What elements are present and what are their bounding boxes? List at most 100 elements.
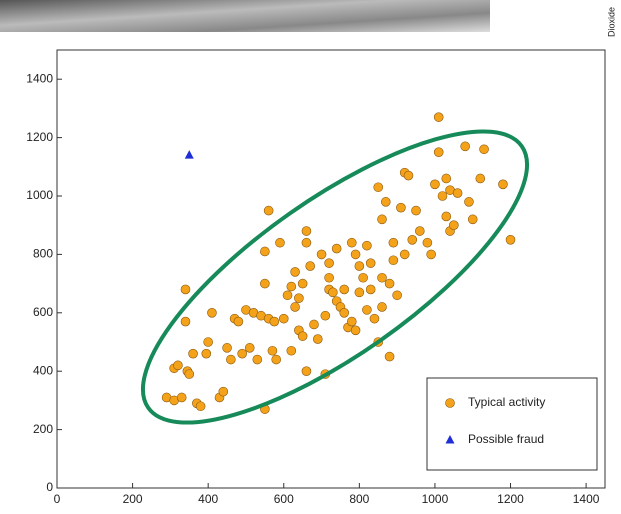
circle-marker <box>302 227 311 236</box>
circle-marker <box>317 250 326 259</box>
circle-marker <box>202 349 211 358</box>
circle-marker <box>389 238 398 247</box>
photo-strip <box>0 0 490 32</box>
circle-marker <box>291 267 300 276</box>
circle-marker <box>385 279 394 288</box>
circle-marker <box>234 317 243 326</box>
circle-marker <box>480 145 489 154</box>
circle-marker <box>370 314 379 323</box>
circle-marker <box>260 279 269 288</box>
x-tick-label: 800 <box>349 492 369 506</box>
circle-marker <box>177 393 186 402</box>
x-tick-label: 1000 <box>422 492 449 506</box>
circle-marker <box>427 250 436 259</box>
circle-marker <box>298 332 307 341</box>
triangle-marker <box>185 150 194 159</box>
circle-marker <box>412 206 421 215</box>
circle-marker <box>423 238 432 247</box>
circle-marker <box>446 399 455 408</box>
circle-marker <box>245 343 254 352</box>
circle-marker <box>476 174 485 183</box>
circle-marker <box>453 189 462 198</box>
circle-marker <box>434 113 443 122</box>
y-tick-label: 1000 <box>26 188 53 202</box>
circle-marker <box>321 311 330 320</box>
legend-label: Possible fraud <box>468 432 544 446</box>
circle-marker <box>468 215 477 224</box>
y-tick-label: 200 <box>33 422 53 436</box>
circle-marker <box>340 308 349 317</box>
y-tick-label: 1200 <box>26 130 53 144</box>
circle-marker <box>272 355 281 364</box>
circle-marker <box>449 221 458 230</box>
circle-marker <box>351 250 360 259</box>
circle-marker <box>396 203 405 212</box>
circle-marker <box>287 282 296 291</box>
circle-marker <box>298 279 307 288</box>
y-tick-label: 0 <box>46 480 53 494</box>
circle-marker <box>313 335 322 344</box>
circle-marker <box>189 349 198 358</box>
circle-marker <box>464 197 473 206</box>
circle-marker <box>442 174 451 183</box>
circle-marker <box>461 142 470 151</box>
circle-marker <box>355 288 364 297</box>
y-tick-label: 800 <box>33 247 53 261</box>
circle-marker <box>226 355 235 364</box>
circle-marker <box>238 349 247 358</box>
chart: Dioxide 02004006008001000120014000200400… <box>0 0 621 509</box>
circle-marker <box>279 314 288 323</box>
circle-marker <box>264 206 273 215</box>
x-tick-label: 1400 <box>573 492 600 506</box>
circle-marker <box>506 235 515 244</box>
circle-marker <box>309 320 318 329</box>
circle-marker <box>355 262 364 271</box>
circle-marker <box>404 171 413 180</box>
x-tick-label: 1200 <box>497 492 524 506</box>
circle-marker <box>351 326 360 335</box>
circle-marker <box>378 215 387 224</box>
circle-marker <box>173 361 182 370</box>
circle-marker <box>260 247 269 256</box>
circle-marker <box>442 212 451 221</box>
circle-marker <box>374 183 383 192</box>
circle-marker <box>434 148 443 157</box>
circle-marker <box>325 273 334 282</box>
x-tick-label: 400 <box>198 492 218 506</box>
y-tick-label: 1400 <box>26 71 53 85</box>
circle-marker <box>362 305 371 314</box>
circle-marker <box>332 244 341 253</box>
circle-marker <box>381 197 390 206</box>
circle-marker <box>268 346 277 355</box>
circle-marker <box>393 291 402 300</box>
circle-marker <box>219 387 228 396</box>
circle-marker <box>196 402 205 411</box>
circle-marker <box>347 317 356 326</box>
circle-marker <box>291 302 300 311</box>
circle-marker <box>328 288 337 297</box>
circle-marker <box>366 259 375 268</box>
y-tick-label: 400 <box>33 363 53 377</box>
circle-marker <box>253 355 262 364</box>
y-tick-label: 600 <box>33 305 53 319</box>
circle-marker <box>498 180 507 189</box>
legend <box>427 378 597 470</box>
circle-marker <box>378 302 387 311</box>
circle-marker <box>340 285 349 294</box>
circle-marker <box>294 294 303 303</box>
circle-marker <box>275 238 284 247</box>
circle-marker <box>362 241 371 250</box>
circle-marker <box>389 256 398 265</box>
circle-marker <box>400 250 409 259</box>
x-tick-label: 600 <box>274 492 294 506</box>
circle-marker <box>347 238 356 247</box>
circle-marker <box>181 317 190 326</box>
circle-marker <box>204 338 213 347</box>
circle-marker <box>302 238 311 247</box>
circle-marker <box>185 370 194 379</box>
circle-marker <box>270 317 279 326</box>
circle-marker <box>302 367 311 376</box>
page: {"chart_data": {"type": "scatter", "side… <box>0 0 621 509</box>
circle-marker <box>378 273 387 282</box>
circle-marker <box>207 308 216 317</box>
